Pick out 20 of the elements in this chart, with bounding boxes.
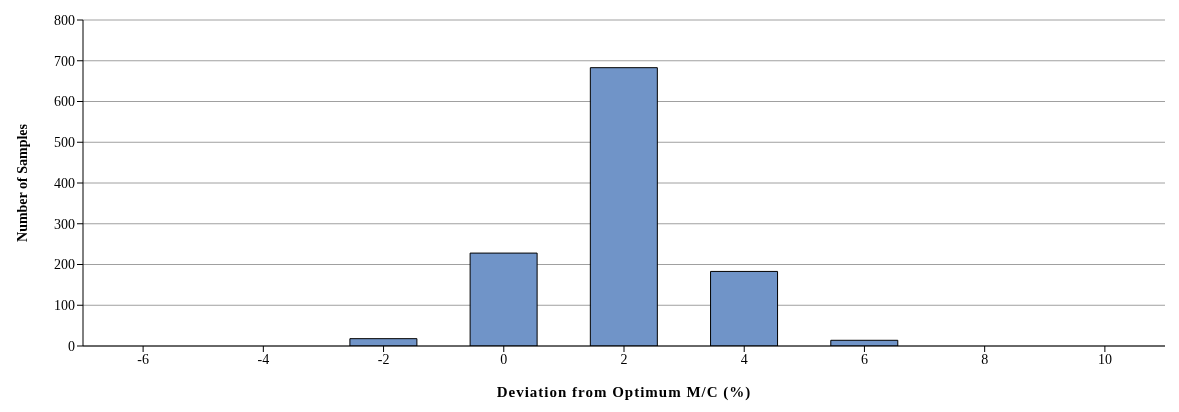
x-tick-label: -4 — [257, 351, 270, 367]
x-tick-label: 8 — [981, 351, 989, 367]
y-tick-label: 200 — [54, 257, 75, 273]
y-tick-label: 400 — [54, 175, 75, 191]
y-tick-label: 700 — [54, 53, 75, 69]
x-tick-label: 0 — [500, 351, 508, 367]
y-tick-label: 600 — [54, 94, 75, 110]
y-axis-title: Number of Samples — [14, 123, 30, 242]
x-tick-label: -6 — [137, 351, 149, 367]
y-tick-label: 500 — [54, 135, 75, 151]
x-tick-label: 6 — [860, 351, 868, 367]
x-tick-label: 4 — [740, 351, 748, 367]
x-tick-label: 10 — [1097, 351, 1112, 367]
x-axis-title: Deviation from Optimum M/C (%) — [496, 383, 752, 401]
y-tick-label: 0 — [68, 338, 75, 354]
x-tick-label: -2 — [377, 351, 390, 367]
y-tick-label: 300 — [54, 216, 75, 232]
y-tick-label: 100 — [54, 298, 75, 314]
x-tick-label: 2 — [620, 351, 628, 367]
y-tick-label: 800 — [54, 12, 75, 28]
